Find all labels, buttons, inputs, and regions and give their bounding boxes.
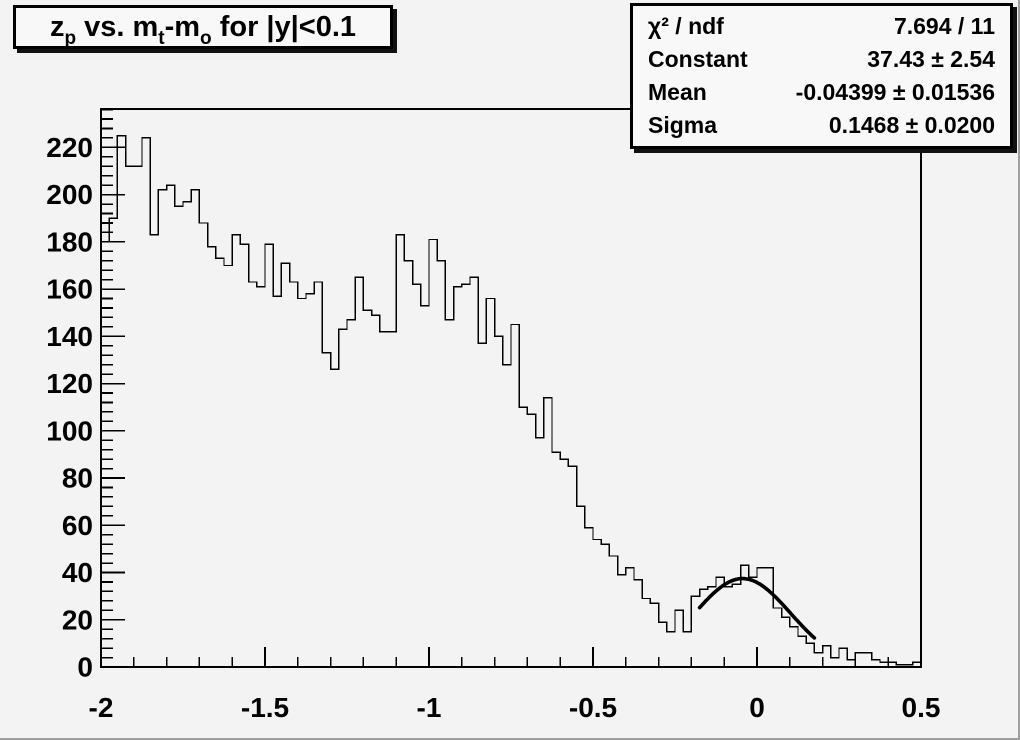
x-axis-label: -2 bbox=[89, 692, 114, 723]
y-axis-label: 160 bbox=[46, 274, 93, 305]
stats-value: 37.43 ± 2.54 bbox=[867, 45, 995, 72]
y-axis-label: 220 bbox=[46, 132, 93, 163]
y-axis-label: 80 bbox=[62, 463, 93, 494]
y-axis-label: 40 bbox=[62, 557, 93, 588]
stats-value: 0.1468 ± 0.0200 bbox=[828, 111, 995, 138]
stats-row-constant: Constant 37.43 ± 2.54 bbox=[633, 45, 1010, 72]
x-axis-label: -0.5 bbox=[569, 692, 617, 723]
stats-row-sigma: Sigma 0.1468 ± 0.0200 bbox=[633, 111, 1010, 138]
stats-row-mean: Mean -0.04399 ± 0.01536 bbox=[633, 78, 1010, 105]
stats-label: Sigma bbox=[648, 111, 718, 138]
stats-value: 7.694 / 11 bbox=[893, 12, 995, 39]
stats-box: χ² / ndf 7.694 / 11 Constant 37.43 ± 2.5… bbox=[630, 3, 1013, 149]
title-box: zp vs. mt-mo for |y|<0.1 bbox=[13, 5, 393, 49]
y-axis-label: 200 bbox=[46, 179, 93, 210]
y-axis-label: 20 bbox=[62, 604, 93, 635]
x-axis-label: -1.5 bbox=[241, 692, 289, 723]
stats-row-chi2: χ² / ndf 7.694 / 11 bbox=[633, 12, 1010, 39]
stats-label: χ² / ndf bbox=[648, 12, 724, 39]
stats-value: -0.04399 ± 0.01536 bbox=[795, 78, 995, 105]
y-axis-label: 0 bbox=[77, 652, 93, 683]
title-text: zp vs. mt-mo for |y|<0.1 bbox=[49, 10, 357, 50]
y-axis-label: 60 bbox=[62, 510, 93, 541]
y-axis-label: 140 bbox=[46, 321, 93, 352]
y-axis-label: 100 bbox=[46, 415, 93, 446]
y-axis-label: 180 bbox=[46, 226, 93, 257]
histogram-line bbox=[100, 134, 922, 667]
x-axis-label: 0 bbox=[749, 692, 765, 723]
stats-label: Mean bbox=[648, 78, 707, 105]
x-axis-label: -1 bbox=[417, 692, 442, 723]
y-axis-label: 120 bbox=[46, 368, 93, 399]
plot-frame bbox=[100, 108, 922, 668]
fit-curve bbox=[697, 576, 817, 640]
x-axis-label: 0.5 bbox=[902, 692, 941, 723]
stats-label: Constant bbox=[648, 45, 748, 72]
